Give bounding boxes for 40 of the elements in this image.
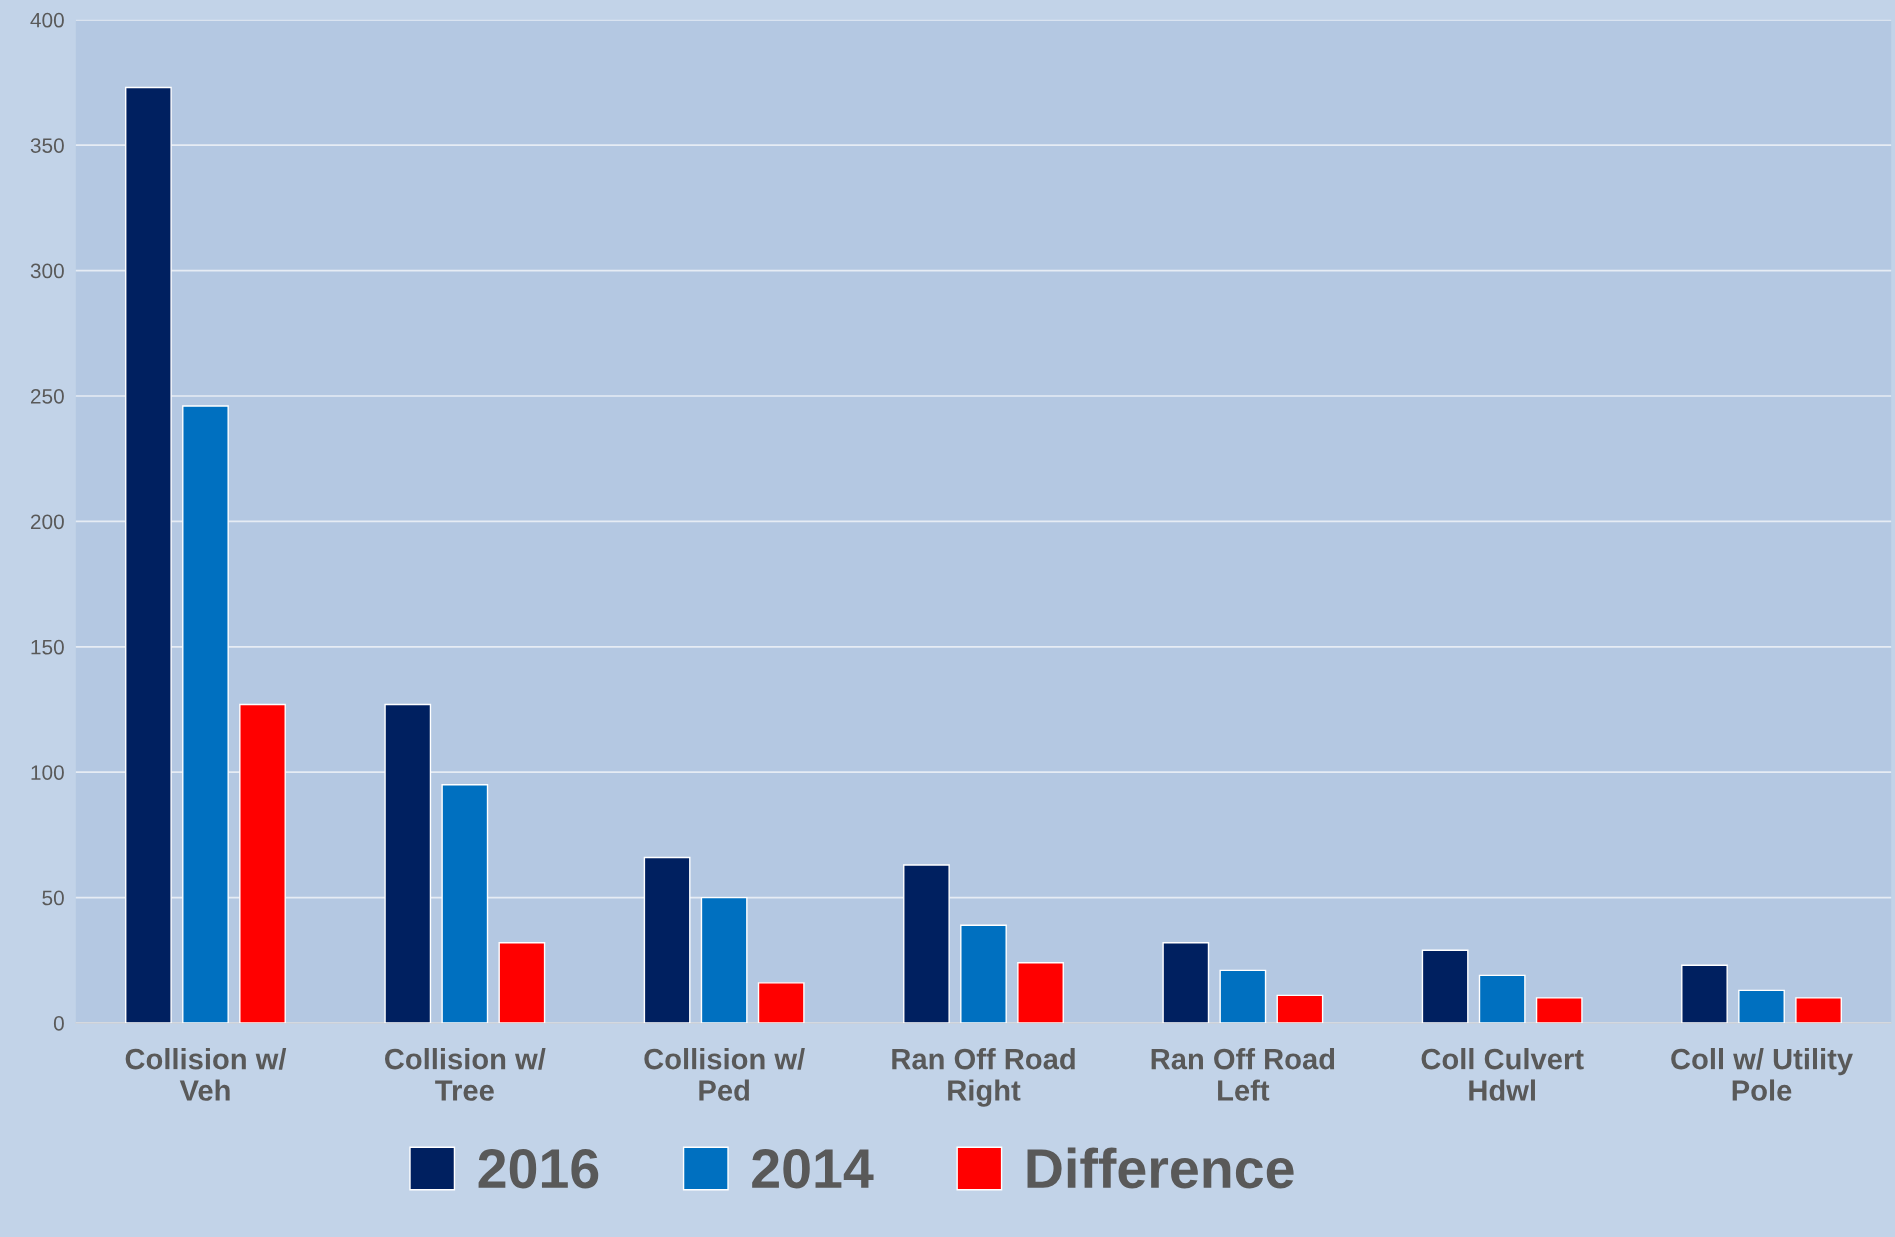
bar bbox=[757, 982, 805, 1023]
bar bbox=[441, 784, 489, 1023]
bar bbox=[960, 924, 1007, 1023]
bar bbox=[700, 896, 748, 1023]
y-tick-label: 300 bbox=[30, 263, 64, 279]
bar bbox=[1795, 997, 1842, 1023]
bar bbox=[125, 86, 172, 1023]
x-tick-label: Ran Off Road Right bbox=[892, 1048, 1075, 1107]
bar bbox=[1162, 942, 1210, 1023]
y-tick-label: 150 bbox=[31, 639, 64, 655]
legend-label: 2016 bbox=[478, 1149, 599, 1189]
y-tick-label: 200 bbox=[30, 514, 64, 530]
bar bbox=[384, 703, 432, 1023]
bar bbox=[1681, 964, 1728, 1023]
bar bbox=[1219, 969, 1267, 1023]
bar bbox=[643, 856, 691, 1023]
bar bbox=[1276, 994, 1324, 1023]
legend-label: 2014 bbox=[752, 1149, 874, 1189]
x-tick-label: Collision w/ Veh bbox=[125, 1048, 287, 1101]
bar bbox=[498, 942, 546, 1023]
bar bbox=[239, 703, 286, 1023]
bar bbox=[1017, 962, 1064, 1023]
y-tick-label: 400 bbox=[30, 12, 64, 28]
y-tick-label: 50 bbox=[42, 890, 64, 906]
x-tick-label: Collision w/ Ped bbox=[644, 1048, 805, 1101]
y-tick-label: 0 bbox=[53, 1016, 64, 1031]
y-tick-label: 100 bbox=[31, 765, 64, 780]
x-tick-label: Ran Off Road Left bbox=[1151, 1048, 1335, 1101]
x-tick-label: Coll Culvert Hdwl bbox=[1421, 1048, 1584, 1101]
legend-label: Difference bbox=[1027, 1147, 1294, 1189]
bar bbox=[1478, 974, 1526, 1023]
x-tick-label: Coll w/ Utility Pole bbox=[1671, 1048, 1853, 1101]
bar bbox=[1738, 989, 1785, 1023]
bar bbox=[903, 864, 950, 1023]
y-tick-label: 250 bbox=[30, 389, 64, 404]
bar bbox=[182, 405, 229, 1023]
x-tick-label: Collision w/ Tree bbox=[385, 1048, 546, 1101]
y-tick-label: 350 bbox=[30, 138, 64, 153]
bar bbox=[1421, 949, 1469, 1023]
bar bbox=[1535, 997, 1583, 1023]
